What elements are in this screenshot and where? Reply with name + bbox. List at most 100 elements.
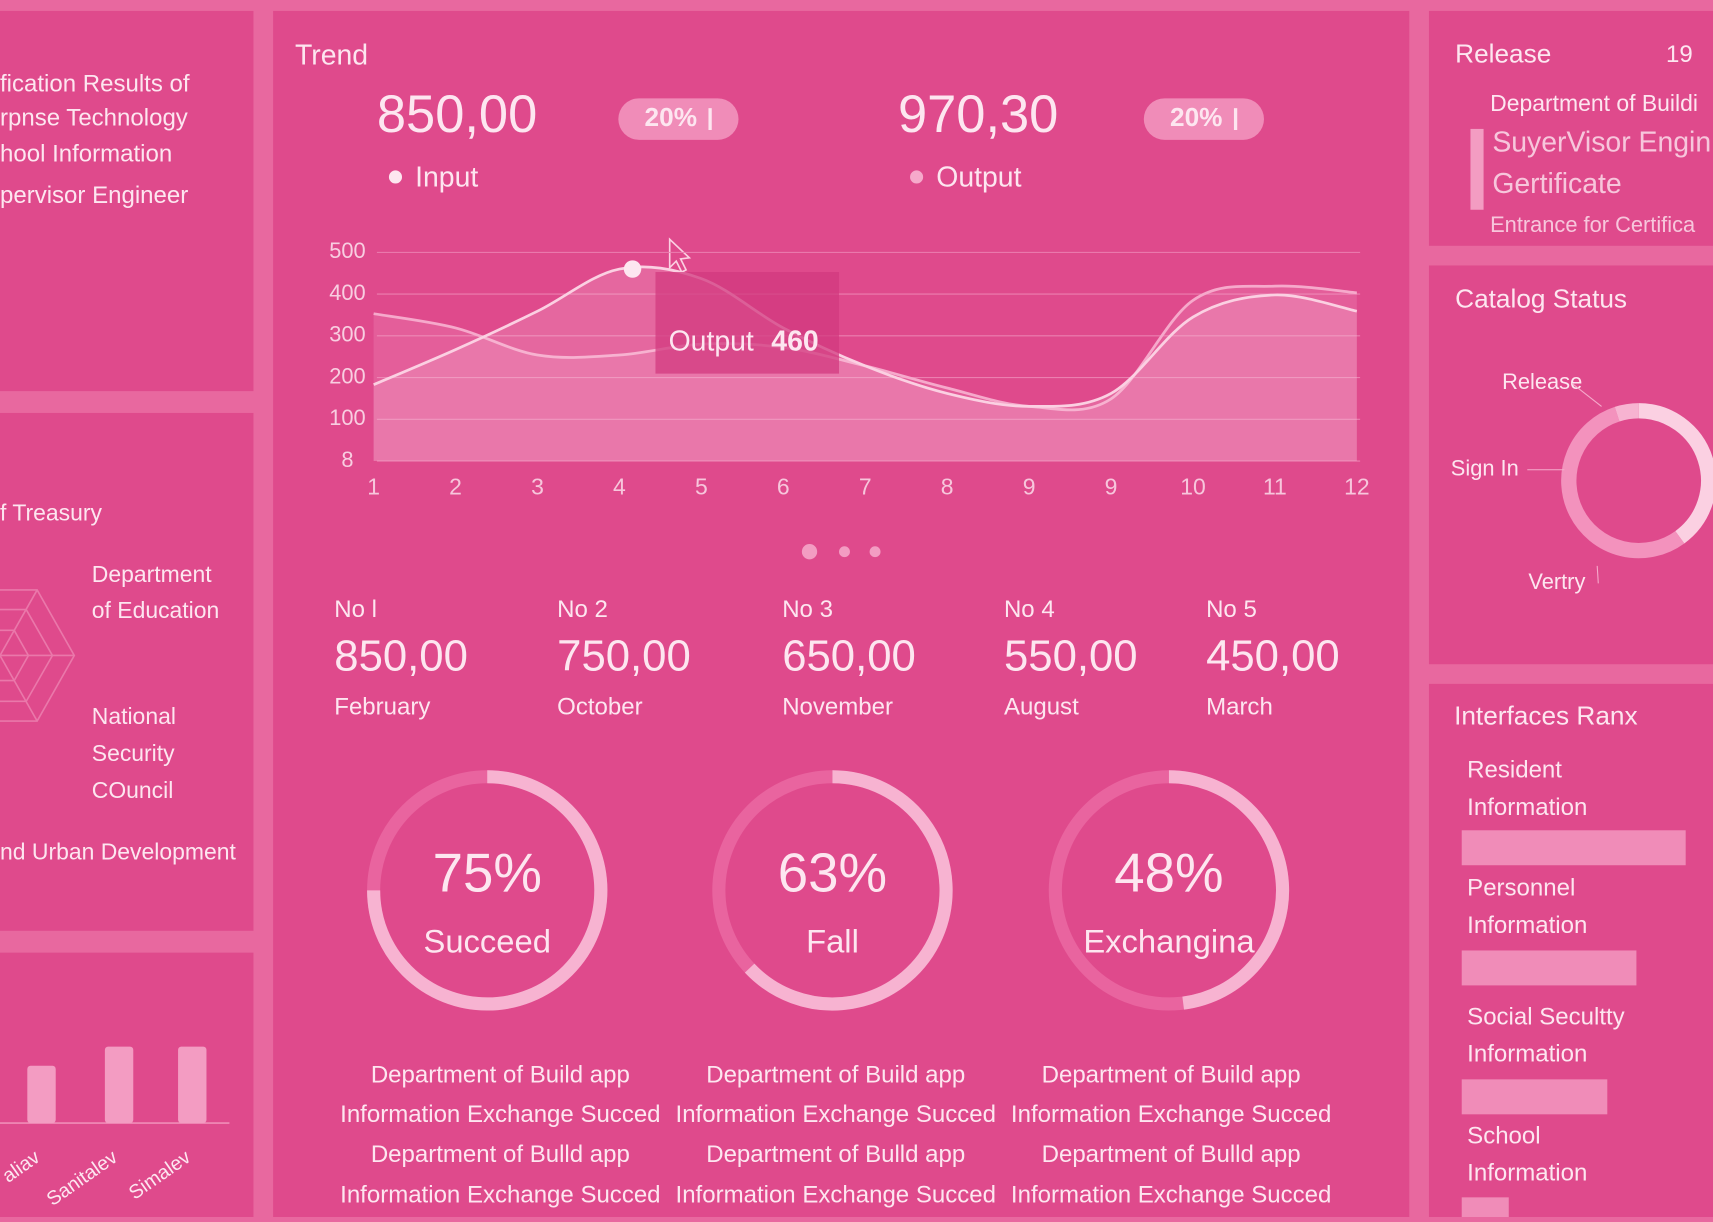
donut-label: Release: [1502, 369, 1582, 394]
donut-label: Sign In: [1451, 456, 1519, 481]
kpi-value: 970,30: [898, 86, 1058, 144]
release-line: SuyerVisor Engin: [1492, 127, 1711, 159]
bar: [1461, 1079, 1608, 1115]
interface-label: School: [1467, 1123, 1540, 1150]
footer-text: Information Exchange Succed: [1011, 1182, 1331, 1209]
radar-label: National: [92, 703, 176, 729]
cursor: [668, 237, 692, 274]
x-tick-label: 9: [1023, 473, 1036, 499]
radar-label: Security: [92, 740, 175, 766]
panel: [0, 10, 254, 392]
kpi-change: 20%: [645, 102, 697, 132]
interface-label: Information: [1467, 1041, 1587, 1068]
kpi-value: 850,00: [377, 86, 537, 144]
rank-value: 650,00: [782, 631, 916, 680]
list-item: rpnse Technology: [0, 104, 188, 131]
rank-month: March: [1206, 693, 1273, 720]
rank-value: 850,00: [334, 631, 468, 680]
rank-month: October: [557, 693, 642, 720]
y-tick-label: 400: [329, 280, 365, 305]
footer-text: Department of Build app: [706, 1061, 965, 1088]
footer-text: Department of Bulld app: [706, 1141, 965, 1168]
leader-line: [1571, 383, 1602, 407]
panel: [1428, 683, 1713, 1218]
x-tick-label: 1: [367, 473, 380, 499]
y-tick-label: 300: [329, 322, 365, 347]
pager: [801, 544, 881, 560]
release-line: Entrance for Certifica: [1490, 212, 1696, 237]
x-tick-label: 6: [777, 473, 790, 499]
donut-label: Vertry: [1528, 569, 1585, 594]
x-tick-label: 4: [613, 473, 626, 499]
area: [373, 266, 1357, 462]
release-line: Gertificate: [1492, 168, 1621, 200]
bar: [27, 1065, 56, 1124]
x-tick-label: 8: [941, 473, 954, 499]
x-tick-label: 9: [1105, 473, 1118, 499]
legend-dot: [910, 170, 924, 184]
gauge-label: Exchangina: [1083, 923, 1255, 960]
x-tick-label: 10: [1180, 473, 1206, 499]
list-item: hool Information: [0, 140, 172, 167]
gauge-value: 75%: [433, 843, 542, 904]
rank-value: 550,00: [1004, 631, 1138, 680]
area: [373, 286, 1357, 462]
gauge-value: 48%: [1114, 843, 1223, 904]
radar-label: of Education: [92, 597, 220, 623]
list-item: fication Results of: [0, 71, 190, 98]
y-tick-label: 100: [329, 405, 365, 430]
radar-label: Department: [92, 561, 212, 587]
radar-label: COuncil: [92, 777, 174, 803]
bar: [1461, 830, 1686, 866]
leader-line: [1596, 565, 1599, 584]
line: [373, 265, 1358, 408]
release-count: 19: [1666, 41, 1693, 68]
x-tick-label: 3: [531, 473, 544, 499]
interface-label: Information: [1467, 912, 1587, 939]
footer-text: Department of Bulld app: [1042, 1141, 1301, 1168]
gauge-value: 63%: [778, 843, 887, 904]
footer-text: Information Exchange Succed: [1011, 1101, 1331, 1128]
legend-label: Input: [415, 162, 478, 194]
x-tick-label: 2: [449, 473, 462, 499]
panel-title: Trend: [295, 39, 368, 71]
rank-label: No 2: [557, 596, 608, 623]
rank-month: August: [1004, 693, 1079, 720]
footer-text: Department of Build app: [371, 1061, 630, 1088]
donut-segment: [1561, 406, 1685, 559]
y-tick-label: 8: [341, 447, 353, 472]
gauge-arc: [1168, 770, 1290, 1010]
footer-text: Department of Bulld app: [371, 1141, 630, 1168]
panel: [273, 10, 1410, 1218]
legend-dot: [388, 170, 403, 184]
release-line: Department of Buildi: [1490, 90, 1698, 116]
highlight-point: [623, 260, 642, 278]
y-tick-label: 200: [329, 363, 365, 388]
rank-label: No 5: [1206, 596, 1257, 623]
tooltip-label: Output: [669, 326, 754, 358]
tooltip-value: 460: [771, 326, 818, 358]
x-tick-label: 7: [859, 473, 872, 499]
x-tick-label: 12: [1344, 473, 1370, 499]
bar: [1461, 1197, 1509, 1222]
footer-text: Information Exchange Succed: [340, 1101, 660, 1128]
donut-segment: [1638, 403, 1713, 544]
panel-title: Catalog Status: [1455, 283, 1627, 313]
accent-bar: [1470, 128, 1484, 210]
footer-text: Information Exchange Succed: [340, 1182, 660, 1209]
gauge-arc: [744, 770, 953, 1011]
tooltip: [655, 272, 840, 374]
y-tick-label: 500: [329, 238, 365, 263]
kpi-change: 20%: [1170, 102, 1222, 132]
list-item: pervisor Engineer: [0, 182, 188, 209]
panel-title: Release: [1455, 39, 1551, 69]
panel-title: Interfaces Ranx: [1454, 701, 1638, 731]
bar: [1461, 950, 1637, 986]
bar: [104, 1046, 134, 1124]
gauge-label: Fall: [806, 923, 859, 960]
footer-text: Information Exchange Succed: [676, 1101, 996, 1128]
donut-segment: [1614, 403, 1639, 422]
